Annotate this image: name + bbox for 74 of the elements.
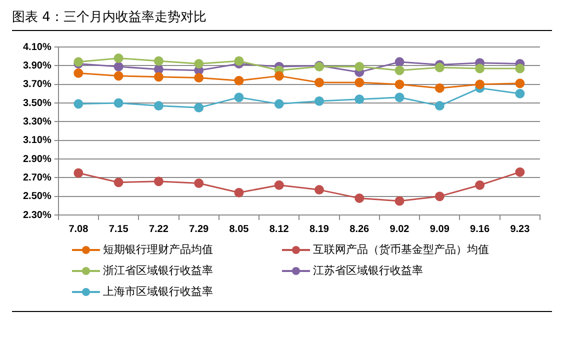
point	[515, 78, 525, 88]
point	[234, 188, 244, 198]
legend-label: 上海市区域银行收益率	[103, 284, 213, 299]
point	[354, 193, 364, 203]
point	[274, 71, 284, 81]
y-tick-label: 3.30%	[22, 116, 52, 128]
point	[194, 73, 204, 83]
point	[234, 92, 244, 102]
point	[114, 71, 124, 81]
x-tick-label: 8.26	[350, 224, 370, 235]
point	[434, 101, 444, 111]
point	[354, 94, 364, 104]
point	[154, 176, 164, 186]
x-tick-label: 7.08	[68, 224, 89, 235]
x-tick-label: 7.29	[189, 224, 209, 235]
point	[394, 66, 404, 76]
legend-label: 互联网产品（货币基金型产品）均值	[313, 242, 489, 257]
point	[154, 72, 164, 82]
y-tick-label: 4.10%	[22, 42, 52, 53]
point	[194, 102, 204, 112]
x-tick-label: 9.02	[390, 224, 410, 235]
point	[274, 99, 284, 109]
point	[234, 76, 244, 86]
point	[515, 64, 525, 74]
point	[475, 64, 485, 74]
point	[394, 80, 404, 90]
y-tick-label: 2.50%	[22, 191, 52, 202]
x-tick-label: 7.22	[148, 224, 169, 235]
x-tick-label: 8.05	[229, 224, 250, 235]
point	[354, 78, 364, 88]
point	[194, 178, 204, 188]
y-tick-label: 3.50%	[22, 98, 52, 109]
y-tick-label: 3.70%	[22, 79, 52, 90]
point	[154, 56, 164, 66]
point	[475, 180, 485, 190]
x-tick-label: 7.15	[108, 224, 129, 235]
y-tick-label: 3.10%	[22, 135, 52, 146]
point	[475, 80, 485, 90]
legend-label: 浙江省区域银行收益率	[103, 263, 213, 278]
point	[234, 56, 244, 66]
point	[434, 62, 444, 72]
chart-title: 图表 4：三个月内收益率走势对比	[12, 9, 206, 26]
point	[74, 68, 84, 78]
point	[515, 167, 525, 177]
point	[114, 62, 124, 72]
point	[314, 78, 324, 88]
point	[114, 98, 124, 108]
point	[394, 196, 404, 206]
point	[434, 192, 444, 202]
point	[74, 168, 84, 178]
point	[394, 57, 404, 67]
point	[314, 185, 324, 195]
point	[314, 96, 324, 106]
y-tick-label: 2.90%	[22, 154, 52, 165]
x-tick-label: 8.19	[310, 224, 330, 235]
y-tick-label: 2.70%	[22, 172, 52, 184]
x-tick-label: 9.23	[510, 224, 530, 235]
x-tick-label: 9.09	[430, 224, 450, 235]
x-tick-label: 8.12	[269, 224, 290, 235]
point	[74, 99, 84, 109]
point	[114, 53, 124, 63]
point	[154, 101, 164, 111]
point	[194, 59, 204, 69]
legend-label: 短期银行理财产品均值	[103, 242, 213, 257]
point	[274, 180, 284, 190]
point	[354, 62, 364, 72]
y-tick-label: 3.90%	[22, 60, 52, 72]
point	[114, 178, 124, 188]
legend-label: 江苏省区域银行收益率	[313, 263, 423, 278]
point	[394, 92, 404, 102]
x-tick-label: 9.16	[470, 224, 490, 235]
point	[434, 83, 444, 93]
y-tick-label: 2.30%	[22, 210, 52, 221]
point	[515, 88, 525, 98]
